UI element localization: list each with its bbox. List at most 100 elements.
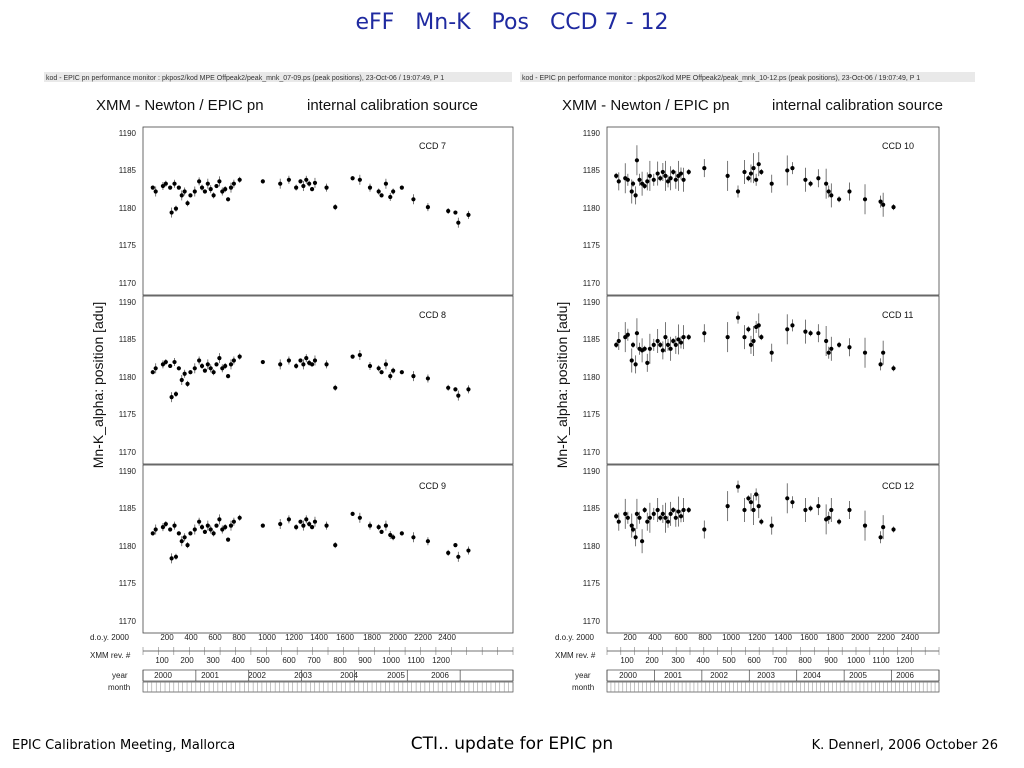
data-point bbox=[188, 370, 193, 375]
data-point bbox=[824, 338, 829, 344]
data-point bbox=[769, 523, 774, 528]
doy-tick: 400 bbox=[184, 633, 198, 642]
figure-header-bar bbox=[44, 72, 512, 82]
year-cell: 2002 bbox=[710, 671, 728, 680]
data-point bbox=[642, 507, 647, 513]
data-point bbox=[367, 185, 373, 190]
data-point bbox=[453, 387, 458, 392]
data-point bbox=[197, 519, 202, 524]
data-point bbox=[686, 507, 691, 513]
data-point bbox=[179, 193, 184, 198]
data-point bbox=[645, 179, 650, 184]
data-point bbox=[228, 362, 234, 367]
data-point bbox=[826, 515, 831, 520]
data-point bbox=[614, 173, 619, 178]
panel-label: CCD 7 bbox=[419, 141, 446, 151]
data-point bbox=[309, 362, 315, 367]
data-point bbox=[220, 189, 225, 194]
year-axis-label: year bbox=[112, 671, 128, 680]
doy-tick: 1800 bbox=[363, 633, 381, 642]
data-point bbox=[312, 180, 318, 186]
panel-label: CCD 11 bbox=[882, 310, 913, 320]
data-point bbox=[153, 527, 158, 532]
data-point bbox=[446, 550, 451, 556]
doy-tick: 2400 bbox=[901, 633, 919, 642]
data-point bbox=[634, 158, 640, 163]
rev-tick: 100 bbox=[155, 656, 169, 665]
rev-tick: 400 bbox=[231, 656, 245, 665]
data-point bbox=[411, 374, 416, 379]
year-cell: 2000 bbox=[154, 671, 172, 680]
data-point bbox=[399, 185, 404, 190]
data-point bbox=[816, 331, 821, 336]
data-point bbox=[658, 342, 663, 347]
data-point bbox=[681, 177, 686, 182]
data-point bbox=[660, 169, 665, 175]
data-point bbox=[735, 189, 741, 194]
data-point bbox=[453, 543, 458, 548]
data-point bbox=[642, 183, 647, 189]
data-point bbox=[663, 515, 668, 520]
data-point bbox=[751, 166, 756, 171]
data-point bbox=[425, 376, 431, 381]
data-point bbox=[878, 362, 883, 367]
data-point bbox=[163, 359, 168, 365]
rev-tick: 200 bbox=[645, 656, 659, 665]
y-tick-label: 1175 bbox=[119, 410, 137, 419]
data-point bbox=[176, 366, 181, 371]
data-point bbox=[383, 362, 389, 367]
data-point bbox=[746, 327, 751, 332]
data-point bbox=[185, 381, 190, 386]
data-point bbox=[847, 507, 852, 513]
data-point bbox=[702, 166, 707, 171]
data-point bbox=[388, 194, 393, 200]
data-point bbox=[169, 395, 174, 400]
data-point bbox=[637, 177, 642, 182]
data-point bbox=[333, 205, 338, 210]
data-point bbox=[673, 342, 678, 347]
data-point bbox=[826, 189, 831, 194]
data-point bbox=[192, 527, 197, 532]
rev-tick: 1200 bbox=[896, 656, 914, 665]
y-tick-label: 1170 bbox=[119, 448, 137, 457]
rev-tick: 900 bbox=[824, 656, 838, 665]
data-point bbox=[391, 189, 396, 194]
data-point bbox=[197, 358, 202, 363]
data-point bbox=[153, 189, 158, 194]
data-point bbox=[208, 366, 213, 371]
data-point bbox=[633, 362, 638, 367]
data-point bbox=[836, 519, 842, 524]
doy-tick: 1000 bbox=[722, 633, 740, 642]
y-tick-label: 1175 bbox=[583, 241, 601, 250]
data-point bbox=[192, 189, 197, 194]
figure-header-text: kod - EPIC pn performance monitor : pkpo… bbox=[522, 75, 920, 82]
data-point bbox=[651, 342, 656, 347]
data-point bbox=[286, 177, 292, 182]
month-axis-label: month bbox=[108, 683, 130, 692]
data-point bbox=[197, 179, 202, 184]
data-point bbox=[785, 496, 790, 501]
data-point bbox=[756, 504, 761, 509]
time-axis-block: d.o.y. 2000 200 400 600 800 1000 1200 14… bbox=[555, 633, 940, 693]
y-tick-label: 1185 bbox=[119, 166, 137, 175]
rev-tick: 200 bbox=[180, 656, 194, 665]
data-point bbox=[808, 506, 813, 511]
data-point bbox=[173, 206, 179, 211]
data-point bbox=[214, 523, 219, 528]
year-cell: 2004 bbox=[340, 671, 358, 680]
doy-axis-label: d.o.y. 2000 bbox=[555, 633, 595, 642]
data-point bbox=[616, 338, 621, 344]
data-point bbox=[228, 523, 234, 528]
data-point bbox=[185, 543, 190, 548]
y-tick-label: 1190 bbox=[583, 298, 601, 307]
rev-tick: 1200 bbox=[432, 656, 450, 665]
data-point bbox=[153, 366, 158, 371]
data-point bbox=[790, 500, 795, 505]
data-point bbox=[182, 535, 187, 540]
data-point bbox=[647, 515, 652, 520]
data-point bbox=[425, 539, 431, 544]
data-point bbox=[847, 345, 852, 350]
y-tick-label: 1185 bbox=[119, 504, 137, 513]
data-point bbox=[176, 531, 181, 536]
data-point bbox=[278, 362, 283, 367]
